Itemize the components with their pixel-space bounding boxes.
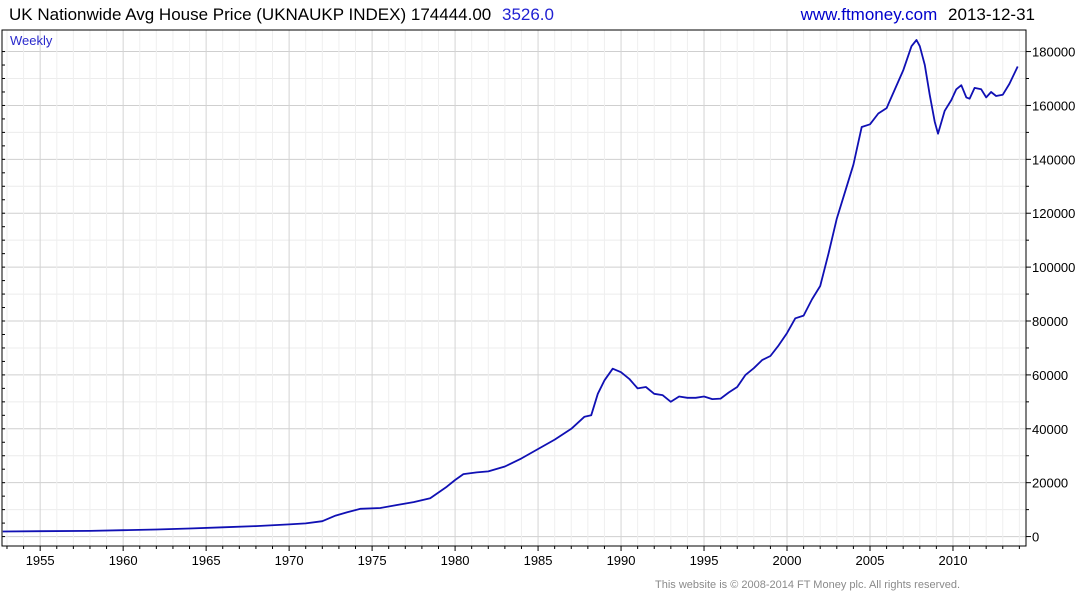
y-tick-label: 180000 <box>1032 45 1075 60</box>
x-tick-label: 1995 <box>690 553 719 568</box>
y-tick-label: 160000 <box>1032 98 1075 113</box>
x-tick-label: 1990 <box>607 553 636 568</box>
x-tick-label: 1985 <box>524 553 553 568</box>
plot-frame <box>1 29 1027 547</box>
x-tick-label: 1970 <box>275 553 304 568</box>
price-series-line <box>2 39 1019 533</box>
y-tick-label: 60000 <box>1032 368 1068 383</box>
x-tick-label: 1965 <box>192 553 221 568</box>
site-link[interactable]: www.ftmoney.com <box>800 5 938 24</box>
copyright-footer: This website is © 2008-2014 FT Money plc… <box>655 579 961 591</box>
y-tick-label: 120000 <box>1032 206 1075 221</box>
y-tick-label: 40000 <box>1032 422 1068 437</box>
y-tick-label: 20000 <box>1032 476 1068 491</box>
x-tick-label: 1980 <box>441 553 470 568</box>
x-tick-label: 2010 <box>939 553 968 568</box>
x-tick-label: 2000 <box>773 553 802 568</box>
y-tick-label: 140000 <box>1032 152 1075 167</box>
y-tick-label: 0 <box>1032 530 1039 545</box>
x-tick-label: 2005 <box>856 553 885 568</box>
chart-title: UK Nationwide Avg House Price (UKNAUKP I… <box>9 5 407 24</box>
x-tick-label: 1960 <box>109 553 138 568</box>
x-tick-label: 1975 <box>358 553 387 568</box>
period-label: Weekly <box>10 33 53 48</box>
y-tick-label: 100000 <box>1032 260 1075 275</box>
chart-date: 2013-12-31 <box>948 5 1035 24</box>
x-tick-label: 1955 <box>26 553 55 568</box>
source-block: www.ftmoney.com 2013-12-31 <box>801 5 1035 25</box>
change-value: 3526.0 <box>501 5 554 24</box>
chart-header: UK Nationwide Avg House Price (UKNAUKP I… <box>0 0 1075 30</box>
chart-title-block: UK Nationwide Avg House Price (UKNAUKP I… <box>9 5 554 25</box>
y-tick-label: 80000 <box>1032 314 1068 329</box>
last-value: 174444.00 <box>410 5 492 24</box>
